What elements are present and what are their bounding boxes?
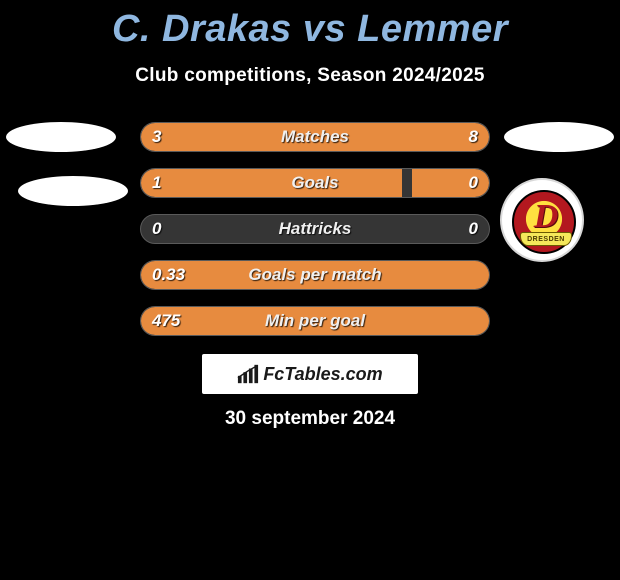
stats-area: 3 Matches 8 1 Goals 0 0 Hattricks 0 0.33…	[0, 122, 620, 352]
stat-label: Goals per match	[140, 260, 490, 290]
brand-text: FcTables.com	[263, 364, 382, 385]
date-line: 30 september 2024	[0, 408, 620, 430]
stat-row: 1 Goals 0	[0, 168, 620, 198]
stat-label: Hattricks	[140, 214, 490, 244]
page-subtitle: Club competitions, Season 2024/2025	[0, 65, 620, 87]
stat-label: Min per goal	[140, 306, 490, 336]
stat-label: Matches	[140, 122, 490, 152]
stat-value-right: 0	[469, 214, 478, 244]
page-title: C. Drakas vs Lemmer	[0, 0, 620, 51]
stat-value-right: 0	[469, 168, 478, 198]
stat-row: 0.33 Goals per match	[0, 260, 620, 290]
stat-row: 3 Matches 8	[0, 122, 620, 152]
stat-row: 475 Min per goal	[0, 306, 620, 336]
stat-label: Goals	[140, 168, 490, 198]
stat-row: 0 Hattricks 0	[0, 214, 620, 244]
brand-box[interactable]: FcTables.com	[202, 354, 418, 394]
stat-value-right: 8	[469, 122, 478, 152]
bar-chart-icon	[237, 364, 259, 384]
